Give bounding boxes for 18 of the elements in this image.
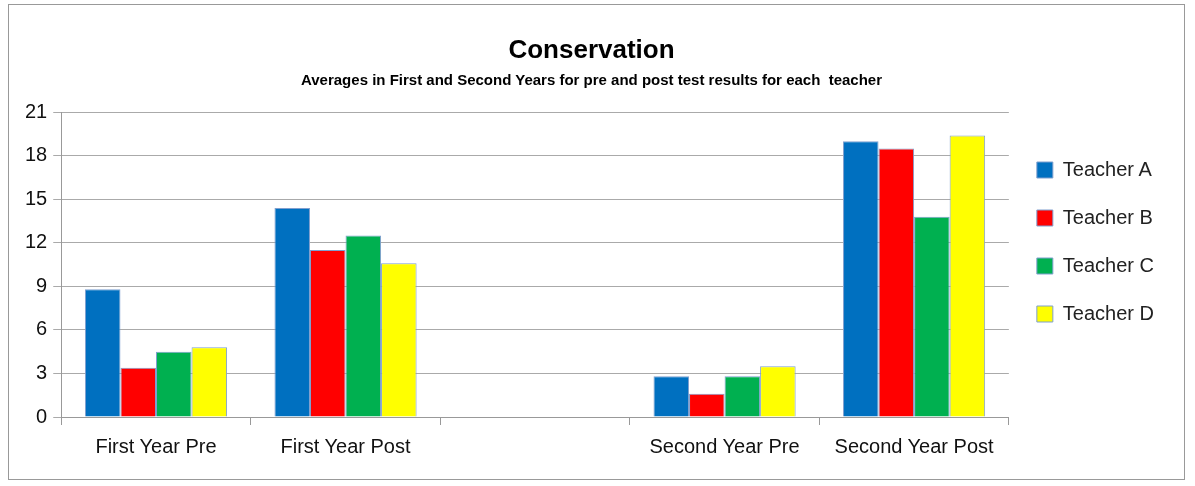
legend-label: Teacher B: [1062, 205, 1153, 228]
y-tick-label: 6: [36, 317, 48, 340]
x-tick-label: Second Year Post: [834, 434, 995, 457]
x-tick-label: First Year Post: [280, 434, 411, 457]
chart-title: Conservation: [508, 33, 675, 64]
legend-label: Teacher A: [1062, 157, 1153, 180]
y-tick-label: 15: [25, 186, 48, 209]
y-tick-label: 0: [36, 404, 48, 427]
y-tick-label: 21: [25, 99, 48, 122]
legend-label: Teacher C: [1062, 253, 1154, 276]
y-tick-label: 3: [36, 360, 48, 383]
y-tick-label: 12: [25, 230, 48, 253]
chart-subtitle: Averages in First and Second Years for pre and post test results for each teacher: [300, 71, 883, 89]
y-tick-label: 18: [25, 143, 48, 166]
x-tick-label: First Year Pre: [95, 434, 217, 457]
y-tick-label: 9: [36, 273, 48, 296]
x-tick-label: Second Year Pre: [649, 434, 800, 457]
legend-label: Teacher D: [1062, 301, 1154, 324]
